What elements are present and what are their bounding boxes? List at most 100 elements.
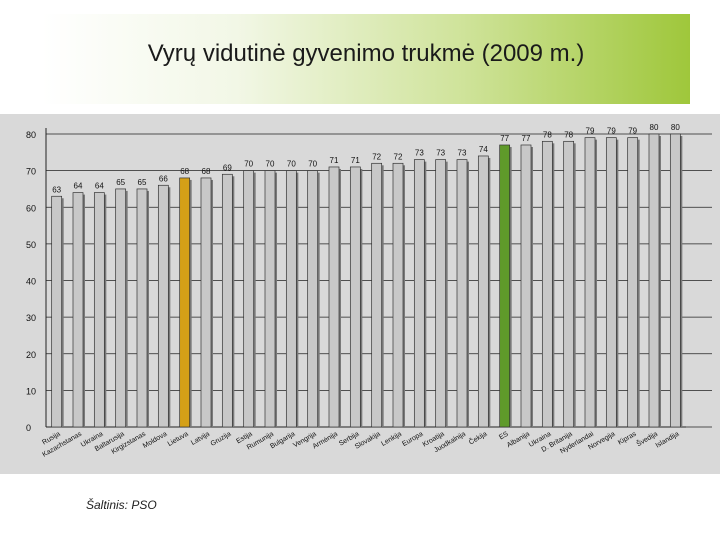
bar xyxy=(93,192,105,428)
bar-value-label: 79 xyxy=(586,127,595,136)
x-tick-label: Gruzija xyxy=(210,431,233,448)
bar-shadow xyxy=(403,165,405,428)
bar-shadow xyxy=(360,168,363,427)
bar-shadow xyxy=(189,179,192,427)
bar-value-label: 78 xyxy=(564,130,573,139)
x-tick-label: Lenkija xyxy=(380,431,403,448)
source-note: Šaltinis: PSO xyxy=(86,498,157,512)
bar-shadow xyxy=(339,168,341,427)
bar xyxy=(563,140,575,428)
y-tick-label: 60 xyxy=(26,203,36,213)
bar xyxy=(541,140,553,428)
bar-shadow xyxy=(211,179,213,427)
bar-value-label: 64 xyxy=(74,182,83,191)
bar-value-label: 70 xyxy=(308,160,317,169)
bar xyxy=(627,137,639,428)
bar-value-label: 69 xyxy=(223,163,232,172)
bar-shadow xyxy=(467,161,469,427)
y-tick-label: 50 xyxy=(26,240,36,250)
bar-shadow xyxy=(531,146,533,428)
bar-value-label: 80 xyxy=(671,123,680,132)
y-tick-label: 80 xyxy=(26,130,36,140)
bar-shadow xyxy=(659,136,661,427)
bar-value-label: 77 xyxy=(522,134,531,143)
x-tick-label: ES xyxy=(498,431,510,442)
bar-value-label: 66 xyxy=(159,174,168,183)
bar-value-label: 71 xyxy=(330,156,339,165)
bar-shadow xyxy=(488,157,491,427)
bar-shadow xyxy=(595,139,597,427)
bar xyxy=(456,159,468,428)
bar-value-label: 71 xyxy=(351,156,360,165)
bar-value-label: 65 xyxy=(116,178,125,187)
bar-chart: 0102030405060708063Rusija64Kazachstanas6… xyxy=(26,123,712,459)
bar xyxy=(371,162,383,428)
x-tick-label: Europa xyxy=(401,431,424,448)
bar xyxy=(328,166,340,428)
y-tick-label: 0 xyxy=(26,423,31,433)
bar-value-label: 73 xyxy=(436,149,445,158)
bar xyxy=(477,155,489,428)
x-tick-label: Lietuva xyxy=(167,431,190,448)
bar-shadow xyxy=(317,172,320,427)
bar xyxy=(435,159,447,428)
bar xyxy=(157,184,169,428)
bar xyxy=(648,133,660,428)
bar-value-label: 72 xyxy=(394,152,403,161)
bar-value-label: 70 xyxy=(266,160,275,169)
x-tick-label: Bulgarija xyxy=(269,431,296,451)
bar-shadow xyxy=(275,172,277,427)
x-tick-label: Albanija xyxy=(506,431,531,450)
bar xyxy=(285,170,297,428)
bar-shadow xyxy=(83,194,85,427)
y-tick-label: 40 xyxy=(26,277,36,287)
bar-shadow xyxy=(296,172,299,427)
x-tick-label: Latvija xyxy=(190,431,211,447)
x-tick-label: Islandija xyxy=(655,431,681,450)
x-tick-label: Čekija xyxy=(467,429,488,447)
bar-value-label: 79 xyxy=(607,127,616,136)
bar xyxy=(392,162,404,428)
bar-value-label: 79 xyxy=(628,127,637,136)
bar xyxy=(264,170,276,428)
bar-shadow xyxy=(637,139,640,427)
bar-value-label: 64 xyxy=(95,182,104,191)
x-tick-label: Kipras xyxy=(617,430,638,446)
title-banner xyxy=(42,14,690,104)
bar-value-label: 73 xyxy=(458,149,467,158)
bar-value-label: 73 xyxy=(415,149,424,158)
bar-value-label: 68 xyxy=(180,167,189,176)
bar-value-label: 68 xyxy=(202,167,211,176)
bar xyxy=(669,133,681,428)
bar-value-label: 63 xyxy=(52,185,61,194)
bar-value-label: 77 xyxy=(500,134,509,143)
bar-value-label: 70 xyxy=(244,160,253,169)
slide-title: Vyrų vidutinė gyvenimo trukmė (2009 m.) xyxy=(147,40,585,67)
bar-shadow xyxy=(125,190,128,427)
bar-shadow xyxy=(232,176,235,427)
bar-shadow xyxy=(381,165,384,428)
bar xyxy=(72,192,84,428)
x-tick-label: Moldova xyxy=(142,431,169,450)
bar-shadow xyxy=(147,190,149,427)
bar-value-label: 78 xyxy=(543,130,552,139)
bar-shadow xyxy=(168,187,171,427)
bar xyxy=(605,137,617,428)
y-tick-label: 30 xyxy=(26,313,36,323)
bar-shadow xyxy=(253,172,256,427)
bar-value-label: 72 xyxy=(372,152,381,161)
bar-value-label: 74 xyxy=(479,145,488,154)
y-tick-label: 20 xyxy=(26,350,36,360)
bar-shadow xyxy=(509,146,512,428)
bar xyxy=(307,170,319,428)
bar xyxy=(200,177,212,428)
bar-shadow xyxy=(552,143,555,427)
bar-shadow xyxy=(573,143,576,427)
bar-shadow xyxy=(616,139,619,427)
bar xyxy=(413,159,425,428)
bar xyxy=(499,144,511,428)
bar xyxy=(179,177,191,428)
bar xyxy=(243,170,255,428)
y-tick-label: 70 xyxy=(26,167,36,177)
bar xyxy=(520,144,532,428)
